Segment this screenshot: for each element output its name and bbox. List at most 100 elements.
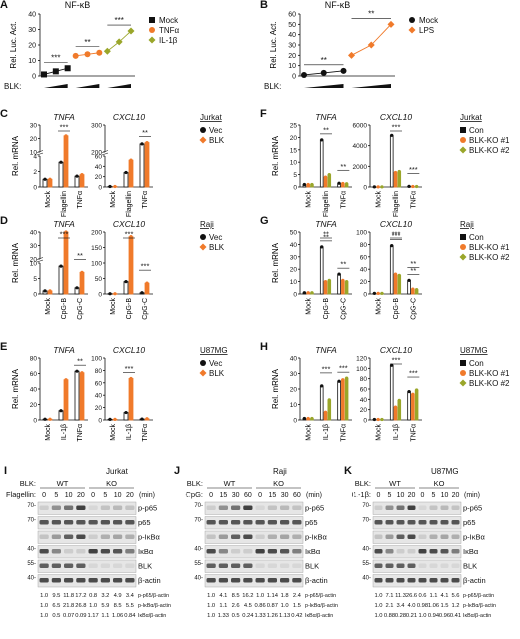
data-point xyxy=(59,160,63,164)
quant-value: 0.5 xyxy=(52,613,60,619)
blot-strip xyxy=(372,516,462,530)
blot-band xyxy=(76,534,86,539)
y-tick-label: 10 xyxy=(290,160,298,167)
y-tick-label: 0 xyxy=(33,292,37,299)
bar xyxy=(319,139,324,188)
y-tick-label: 40 xyxy=(95,164,103,171)
bar xyxy=(414,389,419,421)
time-label: 20 xyxy=(126,492,134,499)
blot-strip xyxy=(372,545,462,559)
band-label: β-actin xyxy=(305,576,328,585)
quant-label: IκBα/β-actin xyxy=(138,613,166,619)
blot-band xyxy=(429,578,438,583)
quant-value: 9.5 xyxy=(52,593,60,599)
bar xyxy=(407,391,411,421)
data-point xyxy=(341,181,345,186)
bar xyxy=(341,279,345,295)
time-label: 15 xyxy=(268,492,276,499)
series-line xyxy=(351,24,392,56)
data-point xyxy=(320,384,324,388)
band-label: IκBα xyxy=(463,547,479,556)
bar xyxy=(393,172,398,188)
blot-band xyxy=(218,563,228,568)
genotype-label: BLK: xyxy=(187,479,203,488)
data-point xyxy=(327,278,331,282)
blot-band xyxy=(64,549,74,554)
y-tick-label: 20 xyxy=(290,135,298,142)
chart-title: CXCL10 xyxy=(113,345,145,355)
data-point xyxy=(140,291,144,295)
blot-band xyxy=(418,549,427,554)
blot-band xyxy=(418,505,427,510)
quant-value: 0.42 xyxy=(291,613,302,619)
data-point xyxy=(43,417,47,421)
bar xyxy=(79,174,85,188)
blot-band xyxy=(206,549,216,554)
legend-label: Mock xyxy=(159,16,179,25)
y-tick-label: 0 xyxy=(293,418,297,425)
blot-band xyxy=(206,563,216,568)
blot-band xyxy=(255,505,265,510)
data-point xyxy=(43,177,47,181)
cell-line-label: Jurkat xyxy=(460,113,483,122)
y-tick-label: 0 xyxy=(293,292,297,299)
quant-label: p-IκBα/β-actin xyxy=(305,603,338,609)
time-label: 0 xyxy=(42,492,46,499)
time-label: 60 xyxy=(293,492,301,499)
blot-strip xyxy=(37,559,137,573)
blot-band xyxy=(218,505,228,510)
time-label: 20 xyxy=(452,492,460,499)
quant-value: 5.9 xyxy=(101,603,109,609)
quant-value: 1.0 xyxy=(281,603,289,609)
legend-label: BLK xyxy=(209,243,225,252)
blot-band xyxy=(125,563,135,568)
data-point xyxy=(323,175,328,179)
panel-letter: K xyxy=(344,465,352,477)
data-point xyxy=(302,182,306,187)
category-label: CpG-B xyxy=(61,298,68,320)
quant-value: 1.06 xyxy=(112,613,123,619)
data-point xyxy=(407,278,411,282)
y-tick-label: 40 xyxy=(28,12,36,19)
data-point xyxy=(376,185,380,189)
y-axis-label: Rel. mRNA xyxy=(11,368,20,409)
band-label: BLK xyxy=(138,562,152,571)
blot-band xyxy=(231,534,241,539)
band-label: p-p65 xyxy=(305,504,324,513)
chart-E-0: TNFA 0 20 40 60 80 Mock IL-1β TNFα ** xyxy=(30,345,88,442)
blot-band xyxy=(231,505,241,510)
y-tick-label: 30 xyxy=(288,43,296,50)
blot-band xyxy=(125,534,135,539)
legend-label: Con xyxy=(469,233,484,242)
bar xyxy=(337,380,341,421)
y-tick-label: 100 xyxy=(91,356,102,363)
y-axis-label: Rel. Luc. Act. xyxy=(9,21,18,68)
blot-band xyxy=(429,505,438,510)
y-tick-label: 20 xyxy=(290,267,298,274)
blot-band xyxy=(206,534,216,539)
data-point xyxy=(64,134,68,138)
mw-marker: 70- xyxy=(27,518,36,524)
blot-band xyxy=(255,520,265,525)
quant-value: 1.5 xyxy=(440,603,448,609)
legend-marker xyxy=(460,127,466,133)
quant-value: 1.2 xyxy=(451,603,459,609)
blot-band xyxy=(88,520,98,525)
legend-label: Mock xyxy=(419,16,439,25)
data-point xyxy=(411,184,415,189)
blot-strip xyxy=(204,574,304,588)
y-tick-label: 10 xyxy=(28,58,36,65)
data-point xyxy=(376,417,380,422)
category-label: CpG-B xyxy=(393,298,400,320)
time-label: 30 xyxy=(281,492,289,499)
category-label: Mock xyxy=(110,424,117,441)
chart-title: TNFA xyxy=(53,112,75,122)
mw-marker: 40- xyxy=(194,547,203,553)
y-tick-label: 100 xyxy=(91,261,102,268)
cell-line-label: U87MG xyxy=(431,467,459,476)
bar xyxy=(323,281,328,295)
category-label: CpG-B xyxy=(126,298,133,320)
